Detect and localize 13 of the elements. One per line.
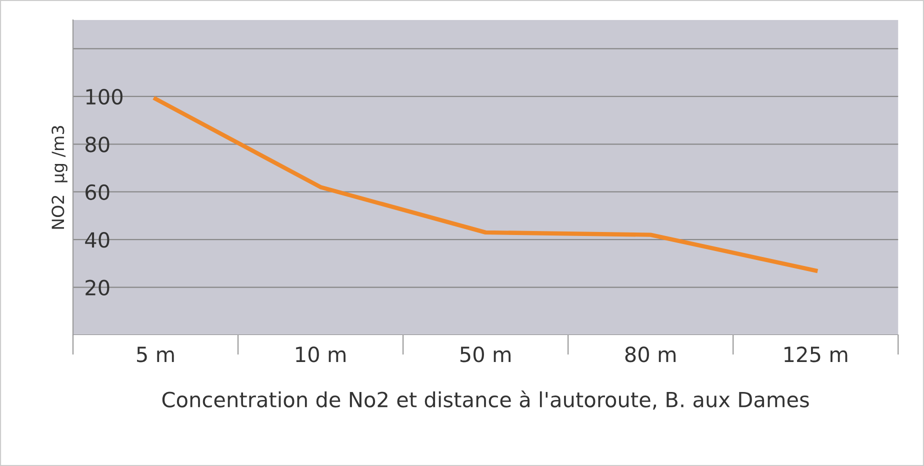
y-tick-label: 40	[85, 232, 110, 248]
y-tick-label: 100	[86, 88, 122, 105]
line-series	[153, 96, 818, 273]
x-tick-label: 125 m	[784, 346, 848, 362]
x-tick-label: 5 m	[137, 346, 174, 362]
x-tick-label: 80 m	[625, 346, 676, 362]
y-tick-label: 80	[86, 136, 110, 152]
x-tick-label: 10 m	[296, 346, 346, 362]
x-axis-title: Concentration de No2 et distance à l'autoroute, B. aux Dames	[162, 390, 809, 410]
y-tick-label: 20	[86, 280, 110, 296]
x-tick-label: 50 m	[460, 346, 511, 362]
y-axis-title: NO2 µg /m3	[52, 126, 68, 229]
y-tick-label: 60	[86, 184, 110, 200]
